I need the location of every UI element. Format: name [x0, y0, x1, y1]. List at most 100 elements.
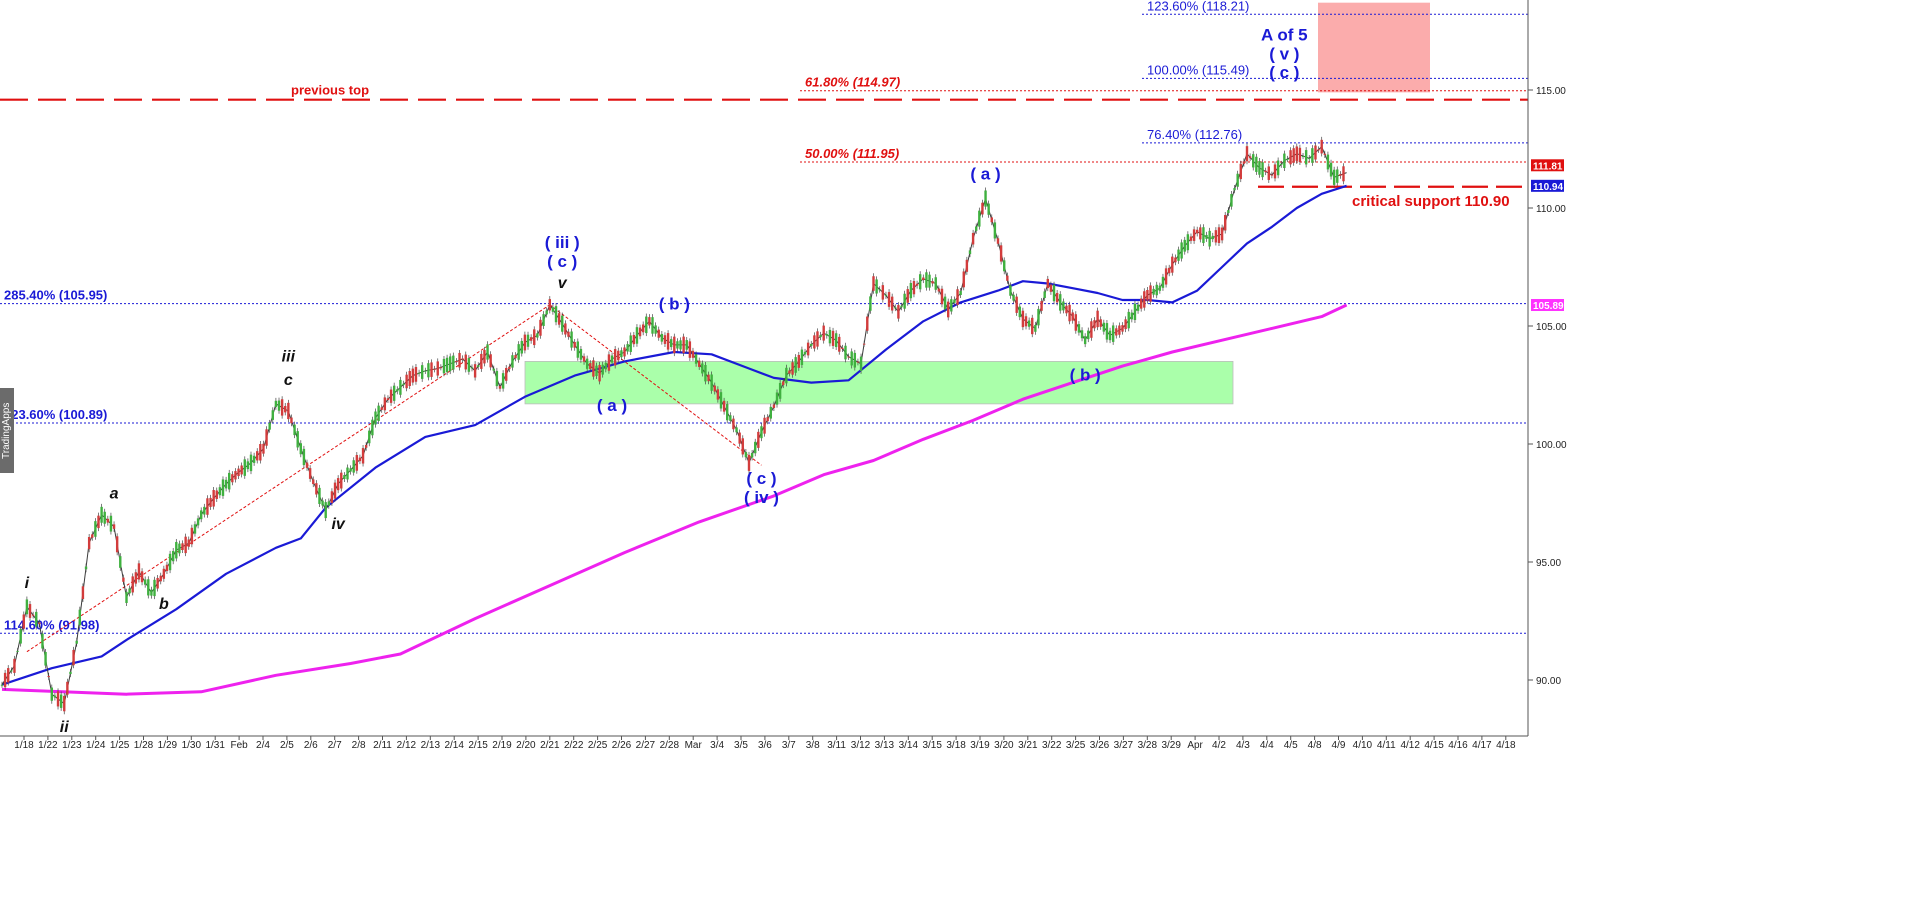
- candle-body: [903, 293, 906, 309]
- candle-body: [1280, 163, 1283, 165]
- candle-body: [28, 604, 32, 618]
- x-tick-label-42: 3/21: [1018, 740, 1038, 751]
- candle-body: [212, 490, 215, 507]
- price-badge-bg-1: [1531, 179, 1564, 192]
- price-badge-label-2: 105.89: [1533, 301, 1564, 312]
- candle-body: [729, 415, 732, 421]
- candle-body: [993, 222, 997, 239]
- candle-body: [1077, 324, 1081, 333]
- candle-body: [1261, 162, 1264, 178]
- x-tick-label-45: 3/26: [1090, 740, 1110, 751]
- candle-body: [1152, 288, 1155, 295]
- candle-body: [1136, 304, 1140, 311]
- candle-body: [1006, 275, 1009, 281]
- wave-label-17: ( v ): [1269, 44, 1299, 63]
- candle-body: [265, 429, 268, 446]
- candle-body: [576, 341, 580, 358]
- candle-body: [570, 331, 573, 348]
- wave-label-13: ( iv ): [744, 488, 779, 507]
- candle-body: [623, 347, 626, 357]
- candle-body: [1177, 249, 1180, 261]
- candle-body: [1298, 147, 1302, 163]
- candle-body: [1248, 156, 1252, 159]
- candle-body: [965, 259, 969, 272]
- candle-body: [296, 431, 299, 448]
- candle-body: [834, 333, 838, 348]
- x-tick-label-20: 2/19: [492, 740, 512, 751]
- candle-body: [900, 305, 903, 308]
- candle-body: [1059, 294, 1062, 311]
- x-tick-label-15: 2/11: [373, 740, 392, 751]
- price-badge-label-0: 111.81: [1533, 161, 1563, 172]
- candle-body: [990, 217, 993, 223]
- candle-body: [442, 358, 446, 374]
- candle-body: [439, 367, 443, 369]
- wave-label-10: ( b ): [659, 294, 690, 313]
- price-badge-label-1: 110.94: [1533, 182, 1563, 193]
- x-tick-label-8: 1/31: [205, 740, 225, 751]
- candle-body: [931, 281, 934, 284]
- candle-body: [1074, 314, 1078, 331]
- x-tick-label-33: 3/8: [806, 740, 820, 751]
- candle-body: [1283, 153, 1286, 169]
- candle-body: [775, 392, 779, 405]
- candle-body: [648, 317, 651, 326]
- fib-levels-layer: 285.40% (105.95) 223.60% (100.89) 114.60% …: [0, 0, 1528, 634]
- candle-body: [1133, 303, 1137, 321]
- candle-body: [330, 491, 334, 503]
- candle-body: [1049, 284, 1053, 292]
- candle-body: [859, 356, 863, 371]
- candle-body: [414, 367, 418, 382]
- candle-body: [819, 334, 822, 338]
- candle-body: [109, 515, 113, 532]
- x-tick-label-5: 1/28: [134, 740, 154, 751]
- candle-body: [710, 374, 713, 391]
- candle-body: [153, 579, 156, 597]
- candle-body: [866, 316, 869, 331]
- candle-body: [243, 459, 246, 476]
- candle-body: [200, 510, 203, 520]
- x-tick-label-49: Apr: [1187, 740, 1203, 751]
- candle-body: [1336, 169, 1339, 183]
- candle-body: [719, 392, 723, 409]
- candle-body: [738, 432, 741, 444]
- candle-body: [389, 389, 393, 403]
- candle-body: [1139, 298, 1143, 309]
- candle-body: [274, 400, 278, 407]
- candle-body: [1105, 323, 1109, 340]
- candle-body: [757, 431, 760, 448]
- candle-body: [803, 351, 807, 355]
- candle-body: [268, 422, 271, 430]
- candle-body: [701, 363, 704, 374]
- candle-body: [162, 568, 166, 579]
- candle-body: [252, 455, 256, 463]
- candle-body: [1258, 161, 1261, 175]
- candle-body: [918, 274, 922, 290]
- candle-body: [1273, 164, 1277, 179]
- candle-body: [218, 487, 222, 496]
- wave-label-1: ii: [60, 719, 69, 736]
- candle-body: [520, 340, 523, 354]
- price-badge-bg-0: [1531, 159, 1564, 172]
- watermark-tab: TradingApps: [0, 388, 14, 473]
- candle-body: [1043, 291, 1046, 299]
- candle-body: [1323, 153, 1327, 155]
- candle-body: [943, 296, 947, 310]
- candle-body: [246, 461, 250, 470]
- candle-body: [981, 202, 984, 215]
- candle-body: [722, 400, 726, 412]
- candle-body: [838, 336, 841, 352]
- y-tick-label-0: 90.00: [1536, 676, 1561, 687]
- candle-body: [769, 406, 772, 419]
- x-tick-label-54: 4/8: [1308, 740, 1322, 751]
- candle-body: [1329, 162, 1333, 177]
- candle-body: [542, 314, 545, 327]
- candle-body: [480, 353, 483, 369]
- candle-body: [147, 579, 150, 596]
- candle-body: [1158, 285, 1162, 291]
- candle-body: [1021, 310, 1025, 328]
- x-tick-label-19: 2/15: [468, 740, 488, 751]
- candle-body: [962, 271, 965, 288]
